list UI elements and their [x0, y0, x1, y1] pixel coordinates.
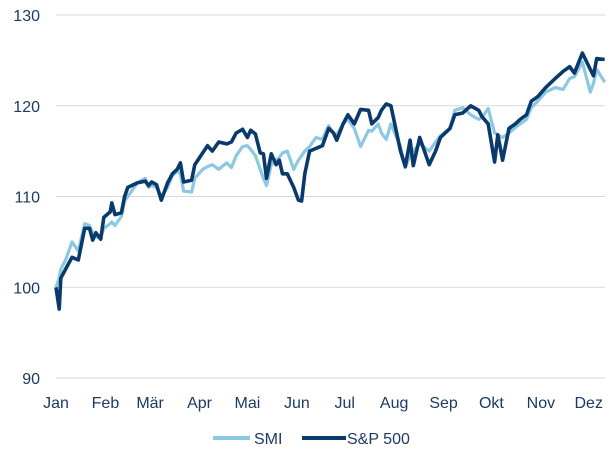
x-tick-label: Jan: [43, 395, 69, 412]
series-line-sp500: [54, 51, 605, 311]
y-tick-label: 130: [13, 8, 40, 25]
x-tick-label: Apr: [187, 395, 213, 412]
x-tick-label: Sep: [429, 395, 458, 412]
x-tick-label: Nov: [527, 395, 555, 412]
x-tick-label: Mai: [235, 395, 261, 412]
x-tick-label: Jul: [334, 395, 354, 412]
legend: SMI S&P 500: [213, 431, 410, 448]
x-tick-label: Feb: [92, 395, 120, 412]
x-tick-label: Mär: [136, 395, 164, 412]
x-tick-label: Dez: [575, 395, 603, 412]
y-tick-label: 110: [14, 190, 40, 207]
legend-label-smi: SMI: [254, 431, 282, 448]
series-line-smi: [54, 60, 607, 288]
legend-label-sp500: S&P 500: [347, 431, 410, 448]
x-tick-label: Jun: [284, 395, 310, 412]
y-tick-label: 120: [13, 99, 40, 116]
x-tick-label: Okt: [479, 395, 504, 412]
x-tick-label: Aug: [380, 395, 408, 412]
y-tick-label: 100: [13, 280, 40, 297]
y-tick-label: 90: [22, 371, 40, 388]
